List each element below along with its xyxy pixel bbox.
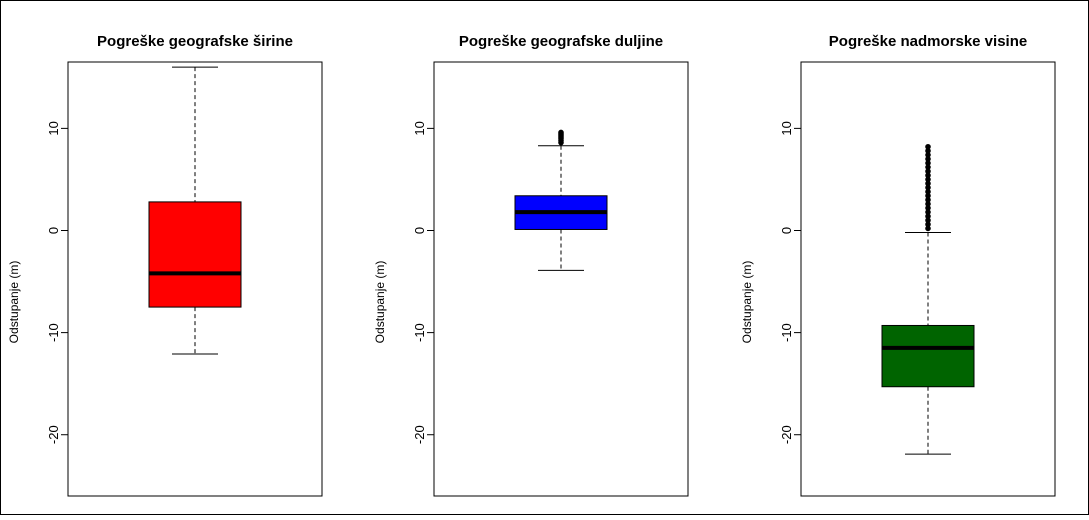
chart-panel-3: Pogreške nadmorske visine Odstupanje (m) 1… [740,33,1056,497]
y-tick-label: -20 [412,425,427,444]
chart-title: Pogreške geografske duljine [459,33,663,50]
y-tick-label: 0 [779,227,794,234]
y-tick-label: -20 [779,425,794,444]
box-iqr [148,201,242,308]
chart-title: Pogreške geografske širine [97,33,293,50]
y-tick-label: -20 [46,425,61,444]
y-axis-label: Odstupanje (m) [373,261,387,344]
y-tick-label: -10 [412,323,427,342]
y-tick-label: 10 [46,121,61,135]
outlier-point [925,143,931,150]
plot-frame [800,61,1056,497]
chart-panel-2: Pogreške geografske duljine Odstupanje (m… [373,33,689,497]
y-tick-label: 0 [46,227,61,234]
y-tick-label: 10 [779,121,794,135]
y-tick-label: -10 [46,323,61,342]
plot-frame [433,61,689,497]
y-tick-label: -10 [779,323,794,342]
chart-title: Pogreške nadmorske visine [829,33,1027,50]
y-tick-label: 0 [412,227,427,234]
y-axis-label: Odstupanje (m) [7,261,21,344]
y-tick-label: 10 [412,121,427,135]
outlier-point [558,129,564,136]
y-axis-label: Odstupanje (m) [740,261,754,344]
plot-frame [67,61,323,497]
chart-panel-1: Pogreške geografske širine Odstupanje (m)… [7,33,323,497]
box-iqr [881,324,975,388]
